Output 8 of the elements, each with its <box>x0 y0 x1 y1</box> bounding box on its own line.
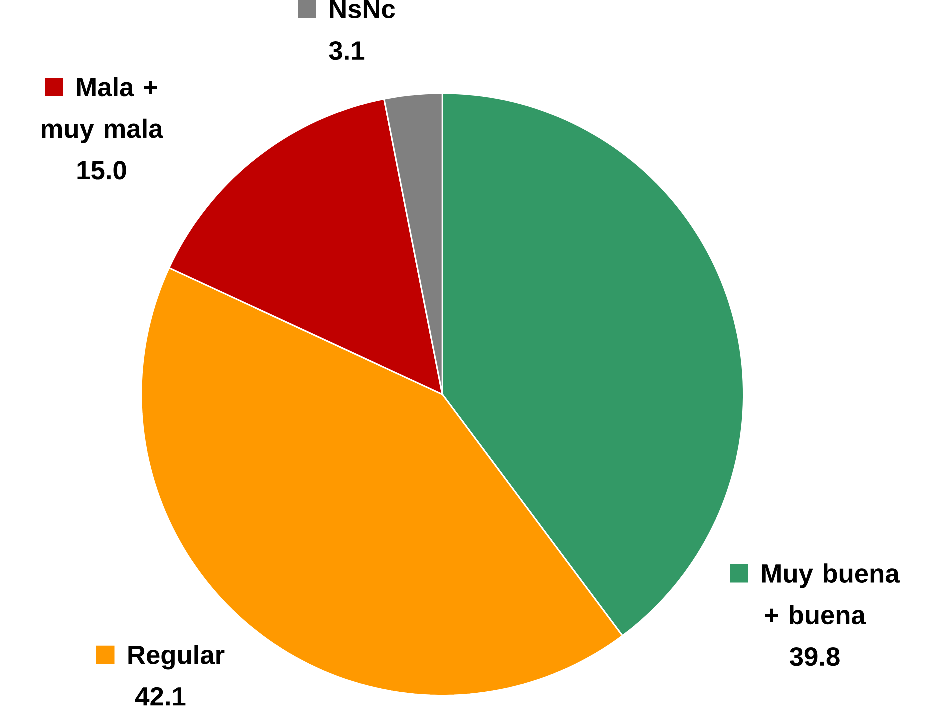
legend-label: Muy buena + buena <box>762 564 900 625</box>
data-label: 15.0 <box>78 161 126 180</box>
data-label: 42.1 <box>136 687 186 706</box>
legend-label: Regular <box>128 645 225 670</box>
legend-label: NsNc <box>330 0 396 19</box>
data-label: 39.8 <box>790 648 840 666</box>
legend-label: Mala + muy mala <box>42 77 164 144</box>
data-label: 3.1 <box>329 42 365 60</box>
